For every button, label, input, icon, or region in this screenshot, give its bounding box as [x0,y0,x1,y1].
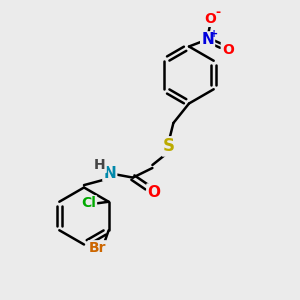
Text: N: N [201,32,214,47]
Text: O: O [147,184,161,200]
Text: O: O [222,43,234,57]
Text: O: O [204,12,216,26]
Text: -: - [215,6,221,20]
Text: S: S [163,137,175,155]
Text: Br: Br [88,241,106,255]
Text: +: + [210,29,218,39]
Text: N: N [103,166,116,181]
Text: Cl: Cl [81,196,96,210]
Text: H: H [94,158,106,172]
